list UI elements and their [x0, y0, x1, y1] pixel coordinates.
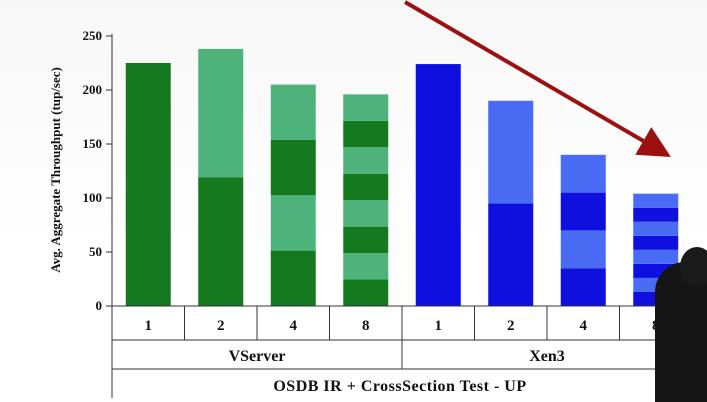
bar-segment-xen3-4-2: [560, 230, 606, 269]
bar-segment-vserver-4-1: [270, 250, 316, 306]
x-category-label: 4: [290, 318, 298, 334]
bar-segment-xen3-4-1: [560, 268, 606, 306]
bar-segment-xen3-2-2: [488, 100, 534, 204]
trend-arrow-annotation: [403, 0, 671, 158]
bar-segment-vserver-2-2: [198, 48, 244, 178]
bar-segment-vserver-8-7: [343, 120, 389, 148]
bar-segment-xen3-2-1: [488, 203, 534, 306]
bar-segment-vserver-8-4: [343, 200, 389, 227]
x-category-label: 4: [580, 318, 588, 334]
group-label-vserver: VServer: [229, 348, 286, 365]
bar-segment-xen3-8-5: [633, 235, 679, 250]
bar-segment-vserver-4-3: [270, 139, 316, 196]
bar-segment-vserver-8-5: [343, 173, 389, 201]
x-category-label: 1: [435, 318, 443, 334]
bar-segment-vserver-8-8: [343, 94, 389, 121]
bar-segment-vserver-4-4: [270, 84, 316, 140]
y-tick-label: 250: [83, 28, 103, 43]
bar-segment-vserver-8-2: [343, 253, 389, 280]
bar-segment-xen3-1-1: [415, 64, 461, 306]
bar-segment-xen3-8-4: [633, 249, 679, 264]
x-category-label: 2: [217, 318, 225, 334]
bar-segment-vserver-8-6: [343, 147, 389, 174]
y-tick-label: 0: [96, 298, 103, 313]
bar-segment-xen3-4-3: [560, 192, 606, 231]
bar-segment-xen3-8-8: [633, 193, 679, 208]
bar-segment-xen3-8-6: [633, 221, 679, 236]
bar-segment-vserver-8-3: [343, 226, 389, 254]
group-label-xen3: Xen3: [529, 348, 565, 365]
presenter-head: [680, 247, 707, 287]
bar-segment-xen3-8-7: [633, 207, 679, 222]
y-axis-label: Avg. Aggregate Throughput (tup/sec): [48, 67, 63, 273]
y-tick-label: 150: [83, 136, 103, 151]
y-tick-label: 50: [89, 244, 102, 259]
x-category-label: 8: [362, 318, 370, 334]
y-tick-label: 200: [83, 82, 103, 97]
bar-segment-xen3-4-4: [560, 154, 606, 193]
bar-segment-vserver-4-2: [270, 195, 316, 251]
bar-segment-vserver-2-1: [198, 177, 244, 306]
x-category-label: 1: [145, 318, 153, 334]
bar-segment-vserver-1-1: [125, 63, 171, 306]
y-tick-label: 100: [83, 190, 103, 205]
chart-title: OSDB IR + CrossSection Test - UP: [273, 378, 526, 395]
x-category-label: 2: [507, 318, 515, 334]
bar-segment-vserver-8-1: [343, 279, 389, 306]
